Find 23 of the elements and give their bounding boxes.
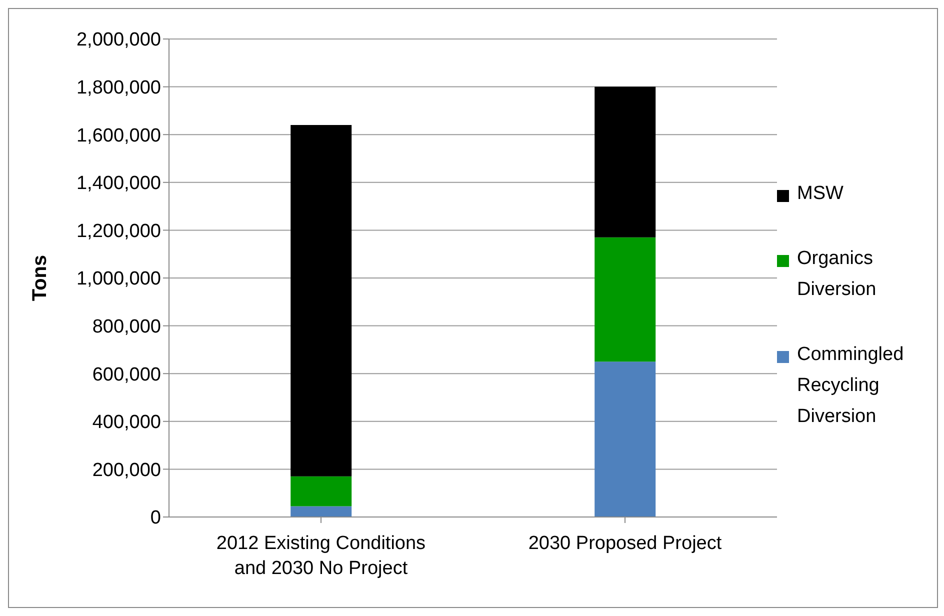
y-tick-label: 1,000,000 [76, 268, 161, 290]
y-tick-label: 1,400,000 [76, 173, 161, 194]
legend-label: Commingled Recycling Diversion [797, 343, 905, 429]
bar [594, 86, 656, 238]
bar [290, 125, 352, 476]
y-tick-label: 0 [150, 508, 161, 529]
y-tick-label: 2,000,000 [76, 30, 161, 51]
legend-label: Organics Diversion [797, 247, 878, 302]
y-tick-label: 200,000 [92, 460, 161, 481]
bar [594, 237, 656, 362]
x-tick-label: 2012 Existing Conditions and 2030 No Project [216, 533, 426, 579]
bar [290, 506, 352, 517]
x-tick-label: 2030 Proposed Project [528, 533, 722, 554]
legend-label: MSW [797, 182, 844, 206]
y-tick-label: 600,000 [92, 364, 161, 386]
y-tick-label: 800,000 [92, 316, 161, 338]
y-tick-label: 400,000 [92, 412, 161, 434]
y-tick-label: 1,200,000 [76, 220, 161, 242]
y-tick-label: 1,800,000 [76, 78, 161, 99]
bar [290, 476, 352, 506]
y-axis-title: Tons [29, 254, 52, 302]
y-tick-label: 1,600,000 [76, 125, 161, 146]
bar [594, 362, 656, 517]
